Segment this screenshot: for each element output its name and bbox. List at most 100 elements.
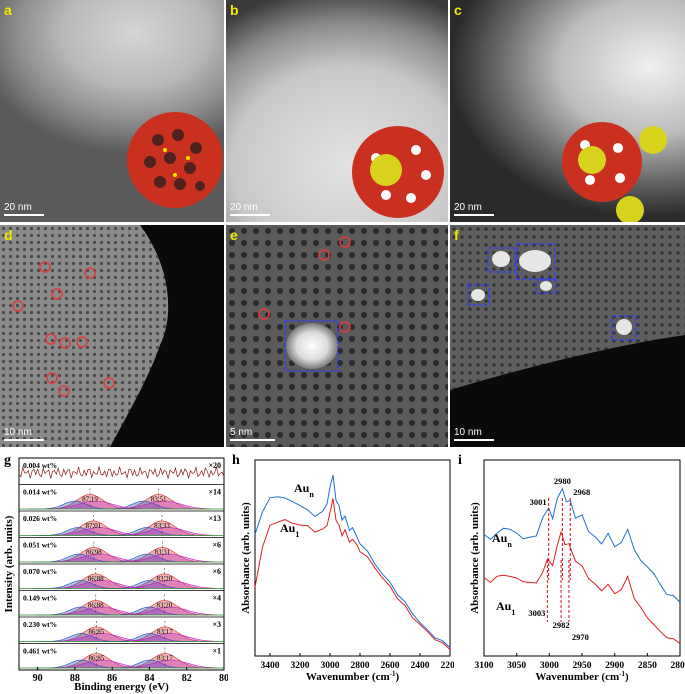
peak-label-2: 83.20 bbox=[156, 602, 172, 610]
x-tick-label: 2600 bbox=[381, 661, 400, 671]
peak-label-1: 86.85 bbox=[88, 655, 104, 663]
xps-fit-component bbox=[55, 633, 149, 642]
panel-label-d: d bbox=[4, 227, 13, 243]
xps-fit-component bbox=[123, 580, 217, 589]
xps-fit-component bbox=[49, 500, 143, 510]
x-tick-label: 84 bbox=[144, 673, 154, 684]
series-label-au1: Au1 bbox=[496, 599, 515, 617]
multiplier-label: ×6 bbox=[212, 567, 221, 576]
chart-ftir-zoom: i 3100 3050 3000 2950 2900 2850 2800 Wavenumber … bbox=[458, 453, 685, 683]
x-tick-label: 88 bbox=[70, 673, 80, 684]
x-tick-label: 86 bbox=[107, 673, 117, 684]
peak-label-1: 87.19 bbox=[82, 496, 98, 504]
peak-label-au1: 2982 bbox=[553, 620, 570, 630]
x-tick-label: 2200 bbox=[441, 661, 455, 671]
multiplier-label: ×1 bbox=[212, 647, 221, 656]
xps-fit-component bbox=[117, 500, 211, 510]
series-label-au1: Au1 bbox=[280, 521, 299, 539]
loading-label: 0.149 wt% bbox=[23, 594, 57, 603]
xps-fit-component bbox=[52, 527, 146, 536]
x-tick-label: 3100 bbox=[475, 661, 494, 671]
x-tick-label: 2800 bbox=[351, 661, 370, 671]
loading-label: 0.004 wt% bbox=[23, 461, 57, 470]
chart-ftir-full: h 3400 3200 3000 2800 2600 2400 2200 Wavenumber … bbox=[232, 453, 455, 683]
peak-label-1: 86.85 bbox=[88, 628, 104, 636]
x-tick-label: 2800 bbox=[671, 661, 685, 671]
peak-label-2: 83.20 bbox=[156, 575, 172, 583]
scale-bar-e: 5 nm bbox=[230, 427, 275, 441]
series-line-aun bbox=[483, 487, 681, 603]
panel-label-b: b bbox=[230, 2, 239, 18]
panel-label-f: f bbox=[454, 227, 459, 243]
lattice-image-e bbox=[226, 225, 448, 447]
peak-label-2: 83.17 bbox=[157, 628, 173, 636]
x-tick-label: 90 bbox=[33, 673, 43, 684]
framework-nanoparticle-model-icon bbox=[562, 122, 667, 222]
xps-fit-component bbox=[123, 659, 218, 669]
scale-bar-f: 10 nm bbox=[454, 427, 494, 441]
loading-label: 0.051 wt% bbox=[23, 541, 57, 550]
lattice-image-d bbox=[0, 225, 169, 447]
lattice-image-f bbox=[450, 225, 685, 390]
peak-label-2: 83.51 bbox=[151, 496, 167, 504]
series-line-au1 bbox=[254, 498, 451, 650]
peak-label-aun: 2968 bbox=[573, 487, 590, 497]
multiplier-label: ×3 bbox=[212, 620, 221, 629]
multiplier-label: ×14 bbox=[208, 488, 221, 497]
xps-fit-component bbox=[54, 580, 148, 589]
x-axis-label: Wavenumber (cm-1) bbox=[306, 670, 400, 683]
x-tick-label: 2400 bbox=[411, 661, 430, 671]
micrograph-e: e 5 nm bbox=[226, 225, 448, 447]
loading-label: 0.014 wt% bbox=[23, 488, 57, 497]
panel-label-e: e bbox=[230, 227, 238, 243]
x-axis-label: Binding energy (eV) bbox=[74, 681, 169, 693]
y-axis-label: Absorbance (arb. units) bbox=[240, 502, 252, 614]
x-tick-label: 3200 bbox=[291, 661, 310, 671]
micrograph-a: a 20 nm bbox=[0, 0, 224, 222]
multiplier-label: ×6 bbox=[212, 541, 221, 550]
peak-label-1: 86.98 bbox=[86, 549, 102, 557]
peak-label-aun: 3001 bbox=[530, 497, 547, 507]
peak-label-aun: 2980 bbox=[554, 476, 571, 486]
framework-model-icon bbox=[127, 112, 223, 208]
series-line-au1 bbox=[483, 530, 681, 645]
peak-label-2: 83.33 bbox=[154, 522, 170, 530]
peak-label-2: 83.17 bbox=[157, 655, 173, 663]
multiplier-label: ×20 bbox=[208, 461, 221, 470]
peak-label-au1: 3003 bbox=[528, 608, 545, 618]
xps-fit-component bbox=[54, 606, 148, 616]
x-tick-label: 82 bbox=[182, 673, 192, 684]
panel-label-c: c bbox=[454, 2, 462, 18]
peak-label-1: 87.01 bbox=[85, 522, 101, 530]
x-tick-label: 80 bbox=[219, 673, 228, 684]
multiplier-label: ×13 bbox=[208, 514, 221, 523]
peak-label-1: 86.88 bbox=[88, 602, 104, 610]
panel-label-h: h bbox=[232, 453, 240, 468]
xps-fit-component bbox=[123, 606, 217, 616]
y-axis-label: Absorbance (arb. units) bbox=[469, 502, 481, 614]
series-label-aun: Aun bbox=[492, 531, 512, 549]
multiplier-label: ×4 bbox=[212, 594, 221, 603]
x-axis-label: Wavenumber (cm-1) bbox=[535, 670, 629, 683]
micrograph-b: b 20 nm bbox=[226, 0, 448, 222]
peak-label-au1: 2970 bbox=[572, 632, 589, 642]
xps-noise-trace bbox=[18, 465, 225, 480]
chart-xps-stack: g 0.004 wt% ×20 87.19 83.51 0.014 wt% ×14 87.01… bbox=[3, 453, 228, 693]
x-tick-label: 2850 bbox=[638, 661, 657, 671]
panel-label-g: g bbox=[4, 453, 11, 468]
scale-bar-c: 20 nm bbox=[454, 202, 494, 216]
series-line-aun bbox=[254, 474, 451, 648]
panel-label-a: a bbox=[4, 2, 12, 18]
x-tick-label: 3050 bbox=[507, 661, 526, 671]
x-tick-label: 3000 bbox=[321, 661, 340, 671]
micrograph-d: d 10 nm bbox=[0, 225, 224, 447]
peak-label-1: 86.88 bbox=[88, 575, 104, 583]
x-tick-label: 2950 bbox=[573, 661, 592, 671]
loading-label: 0.230 wt% bbox=[23, 620, 57, 629]
x-tick-label: 2900 bbox=[605, 661, 624, 671]
xps-fit-component bbox=[120, 527, 215, 536]
panel-label-i: i bbox=[458, 453, 462, 468]
x-tick-label: 3400 bbox=[261, 661, 280, 671]
series-label-aun: Aun bbox=[294, 481, 314, 499]
micrograph-f: f 10 nm bbox=[450, 225, 685, 447]
